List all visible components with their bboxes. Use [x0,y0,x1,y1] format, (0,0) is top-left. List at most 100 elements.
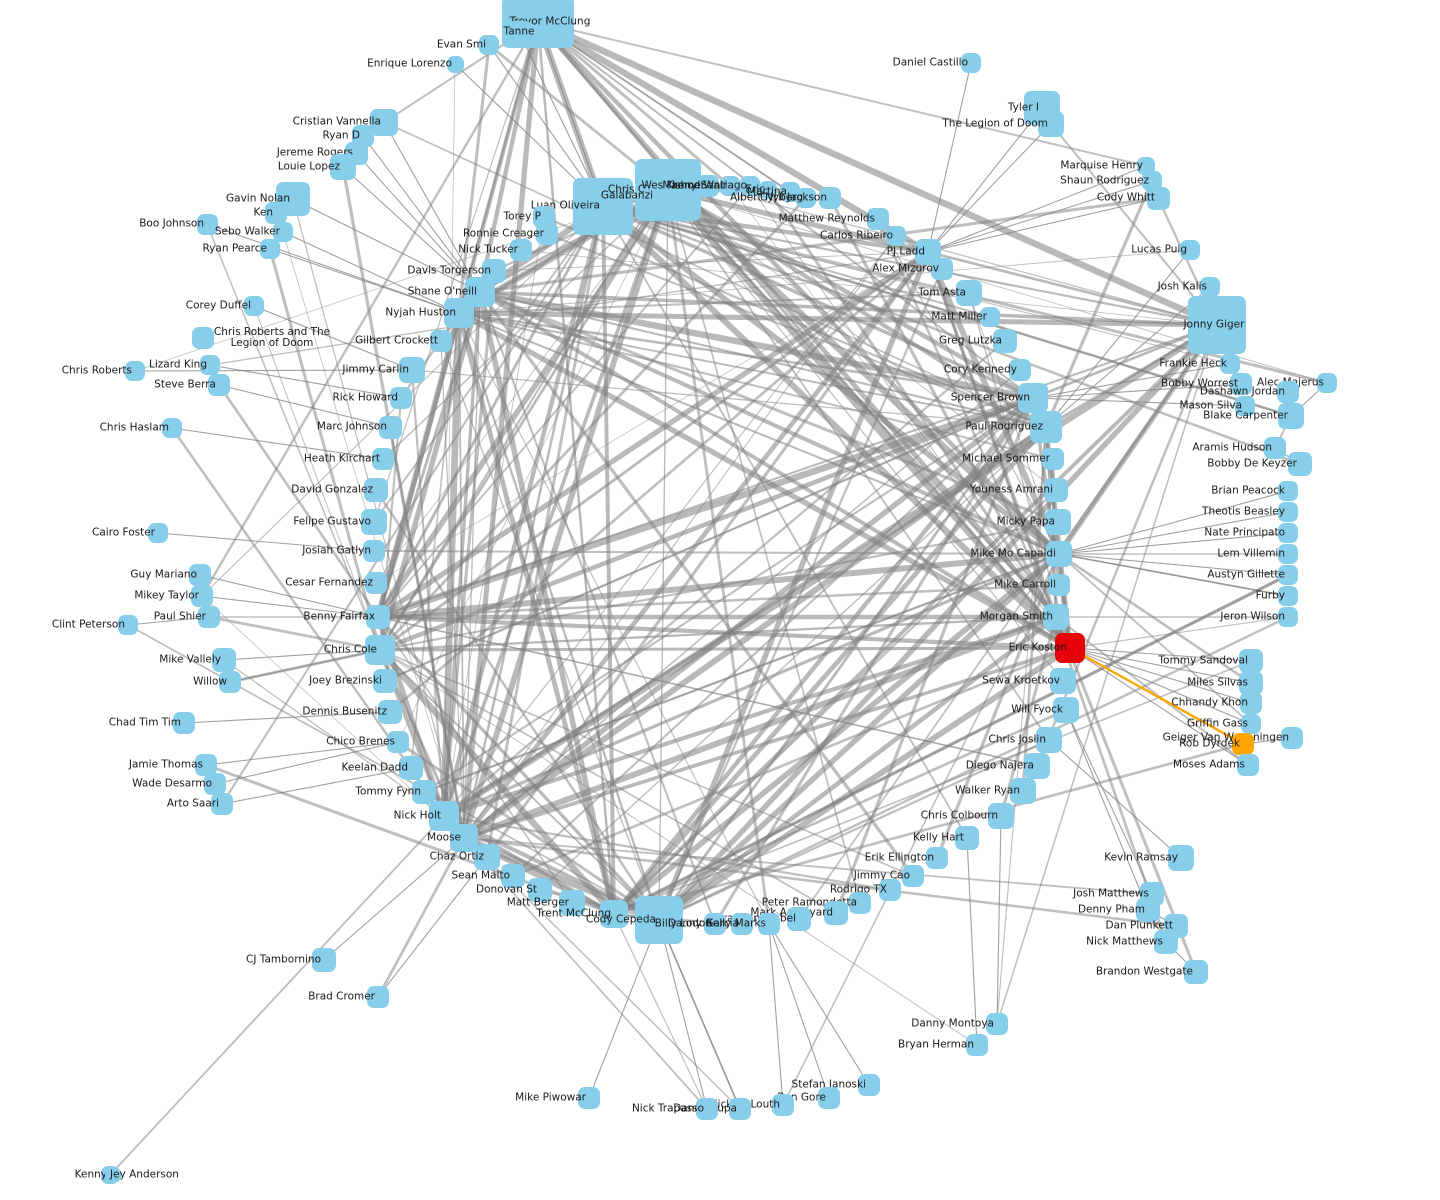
graph-node-griffin-gass[interactable] [1241,714,1261,734]
graph-node-brad-cromer[interactable] [367,986,389,1008]
graph-node-shaun-rodriguez[interactable] [1142,171,1162,191]
graph-node-jimmy-cao[interactable] [902,865,924,887]
graph-node-chris-joslin[interactable] [1036,727,1062,753]
graph-node-sewa-kroetkov[interactable] [1050,668,1076,694]
graph-node-manny-santiago[interactable] [740,176,760,196]
graph-node-sebo-walker[interactable] [273,222,293,242]
graph-node-mike-piwowar[interactable] [578,1087,600,1109]
graph-node-denny-pham[interactable] [1136,898,1160,922]
graph-node-kelly-marks[interactable] [758,913,780,935]
graph-node-blake-carpenter[interactable] [1278,403,1304,429]
graph-node-galabanzi[interactable] [644,185,668,207]
graph-node-mike-carroll[interactable] [1048,574,1070,596]
graph-node-brandon-biebel[interactable] [787,907,811,931]
graph-node-cesar-fernandez[interactable] [365,572,387,594]
graph-node-diego-najera[interactable] [1024,753,1050,779]
graph-node-brian-peacock[interactable] [1278,481,1298,501]
graph-node-mark-appleyard[interactable] [824,901,848,925]
graph-node-lizard-king[interactable] [200,355,220,375]
graph-node-the-legion-of-doom[interactable] [1038,111,1064,137]
graph-node-kelly-hart[interactable] [955,826,979,850]
graph-node-micky-papa[interactable] [1045,509,1071,535]
graph-node-tommy-sandoval[interactable] [1239,649,1263,673]
graph-node-chris-roberts-and-the-legion-of-doom[interactable] [192,327,214,349]
graph-node-kevin-ramsay[interactable] [1168,845,1194,871]
graph-node-clint-peterson[interactable] [118,615,138,635]
graph-node-stefan-janoski[interactable] [858,1074,880,1096]
graph-node-jey-anderson[interactable] [105,1167,121,1183]
graph-node-will-fyock[interactable] [1053,697,1079,723]
graph-node-marc-johnson[interactable] [378,415,402,439]
graph-node-tom-asta[interactable] [956,280,982,306]
graph-node-cody-whitt[interactable] [1146,186,1170,210]
graph-node-louie-lopez[interactable] [330,154,356,180]
graph-node-peter-ramondetta[interactable] [849,892,871,914]
graph-node-chris-roberts[interactable] [125,361,145,381]
graph-node-bobby-de-keyzer[interactable] [1288,452,1312,476]
graph-node-ken[interactable] [265,202,287,224]
graph-node-keelan-dadd[interactable] [399,756,423,780]
graph-node-danny-supa[interactable] [729,1098,751,1120]
graph-node-mike-vallely[interactable] [212,648,236,672]
graph-node-lem-villemin[interactable] [1278,544,1298,564]
graph-node-felipe-gustavo[interactable] [361,509,387,535]
graph-node-nick-mclouth[interactable] [772,1094,794,1116]
graph-node-donovan-st[interactable] [528,878,552,902]
graph-node-walker-ryan[interactable] [1010,778,1036,804]
graph-node-trent-mcclung[interactable] [600,900,628,928]
graph-node-enrique-lorenzo[interactable] [446,55,464,73]
graph-node-carlos-ribeiro[interactable] [886,226,906,246]
graph-node-lucas-puig[interactable] [1180,240,1200,260]
graph-node-mikey-taylor[interactable] [191,585,213,607]
graph-node-albert-nyberg[interactable] [796,188,816,208]
graph-node-luan-oliveira[interactable] [573,177,633,235]
graph-node-dennis-busenitz[interactable] [378,700,402,724]
graph-node-alex-mizurov[interactable] [931,258,953,280]
graph-node-matt-berger[interactable] [559,890,585,916]
graph-node-austyn-gillette[interactable] [1278,565,1298,585]
graph-node-chad-tim-tim[interactable] [173,712,195,734]
graph-node-cody-cepeda[interactable] [635,896,683,944]
graph-node-geiger-van-wageningen[interactable] [1281,727,1303,749]
graph-node-martina[interactable] [780,182,800,202]
graph-node-matthew-reynolds[interactable] [867,208,889,230]
graph-node-benny-fairfax[interactable] [366,605,390,629]
graph-node-chhandy-khon[interactable] [1240,692,1262,714]
graph-node-frankie-heck[interactable] [1220,354,1240,374]
graph-node-cj-tambornino[interactable] [312,948,336,972]
graph-node-spencer-brown[interactable] [1018,383,1048,413]
graph-node-chris-haslam[interactable] [162,418,182,438]
graph-node-josiah-gatlyn[interactable] [363,540,385,562]
graph-node-michael-sommer[interactable] [1042,448,1064,470]
graph-node-eric[interactable] [759,181,777,199]
graph-node-gilbert-crockett[interactable] [430,330,452,352]
graph-node-nyjah-huston[interactable] [444,298,474,328]
graph-node-wade-desarmo[interactable] [204,773,226,795]
graph-node-alec-majerus[interactable] [1317,373,1337,393]
graph-node-danny-montoya[interactable] [986,1013,1008,1035]
graph-node-josh-kalis[interactable] [1200,277,1220,297]
graph-node-nate-principato[interactable] [1278,523,1298,543]
graph-node-jonny-giger[interactable] [1188,296,1246,354]
graph-node-joey-brezinski[interactable] [373,669,397,693]
graph-node-cory-kennedy[interactable] [1009,359,1031,381]
graph-node-tommy-fynn[interactable] [412,780,436,804]
graph-node-sean-malto[interactable] [501,864,525,888]
graph-node-cyril-jackson[interactable] [819,187,841,209]
graph-node-tanne[interactable] [506,21,532,43]
graph-node-arto-saari[interactable] [211,793,233,815]
graph-node-brandon-westgate[interactable] [1184,960,1208,984]
graph-node-boo-johnson[interactable] [196,213,218,235]
graph-node-billy-lodon[interactable] [704,913,726,935]
graph-node-jeron-wilson[interactable] [1278,607,1298,627]
graph-node-jimmy-carlin[interactable] [399,357,425,383]
graph-node-erik-ellington[interactable] [926,847,948,869]
graph-node-ishod-wair[interactable] [720,176,740,196]
graph-node-daniel-castillo[interactable] [961,53,981,73]
graph-node-ronnie-creager[interactable] [536,223,558,245]
graph-node-willow[interactable] [219,671,241,693]
graph-node-torey-p[interactable] [533,206,555,228]
graph-node-youness-amrani[interactable] [1044,478,1068,502]
graph-node-ryan-pearce[interactable] [260,239,280,259]
graph-node-paul-shier[interactable] [198,606,220,628]
